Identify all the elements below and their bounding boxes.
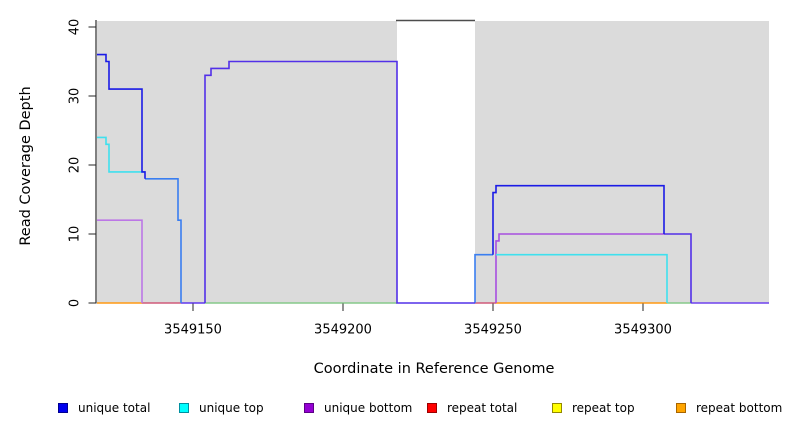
series-segment-blue-left <box>97 53 146 179</box>
x-tick-label: 3549200 <box>314 322 372 338</box>
repeat-total-swatch-icon <box>427 402 437 413</box>
legend-label: unique top <box>199 400 264 415</box>
series-segment-blue-right <box>492 184 665 255</box>
series-segment-blend-blue-purple-10 <box>664 233 692 303</box>
series-segment-blend-blue-purple-35 <box>204 60 475 304</box>
legend-item-unique-top: unique top <box>179 400 264 415</box>
y-tick-label: 10 <box>67 225 83 243</box>
x-tick-label: 3549250 <box>464 322 522 338</box>
series-segment-cyan-right <box>496 253 668 303</box>
legend-label: repeat bottom <box>696 400 783 415</box>
legend-item-repeat-bottom: repeat bottom <box>676 400 782 415</box>
legend-item-repeat-top: repeat top <box>552 400 635 415</box>
series-segment-purple-left <box>97 219 143 303</box>
shaded-region <box>97 21 397 303</box>
series-segment-blend-blue-cyan-1 <box>145 178 182 303</box>
unique-bottom-swatch-icon <box>304 402 314 413</box>
legend-item-unique-bottom: unique bottom <box>304 400 412 415</box>
series-segment-blend-blue-cyan-2 <box>474 253 493 303</box>
y-tick-label: 0 <box>67 298 83 308</box>
legend-label: repeat top <box>572 400 635 415</box>
y-tick-label: 30 <box>67 87 83 105</box>
unique-top-swatch-icon <box>179 402 189 413</box>
series-segment-purple-right <box>495 233 664 303</box>
legend-label: repeat total <box>447 400 518 415</box>
repeat-top-swatch-icon <box>552 402 562 413</box>
x-tick-label: 3549300 <box>614 322 672 338</box>
series-segment-cyan-left <box>97 136 145 173</box>
shaded-region <box>475 21 769 303</box>
y-axis-title: Read Coverage Depth <box>18 86 34 246</box>
y-tick-label: 40 <box>67 18 83 36</box>
legend-label: unique bottom <box>324 400 413 415</box>
legend-label: unique total <box>78 400 151 415</box>
unique-total-swatch-icon <box>58 402 68 413</box>
x-tick-label: 3549150 <box>164 322 222 338</box>
legend-item-repeat-total: repeat total <box>427 400 517 415</box>
y-tick-label: 20 <box>67 156 83 174</box>
x-axis-title: Coordinate in Reference Genome <box>313 361 555 377</box>
repeat-bottom-swatch-icon <box>676 402 686 413</box>
legend-item-unique-total: unique total <box>58 400 150 415</box>
